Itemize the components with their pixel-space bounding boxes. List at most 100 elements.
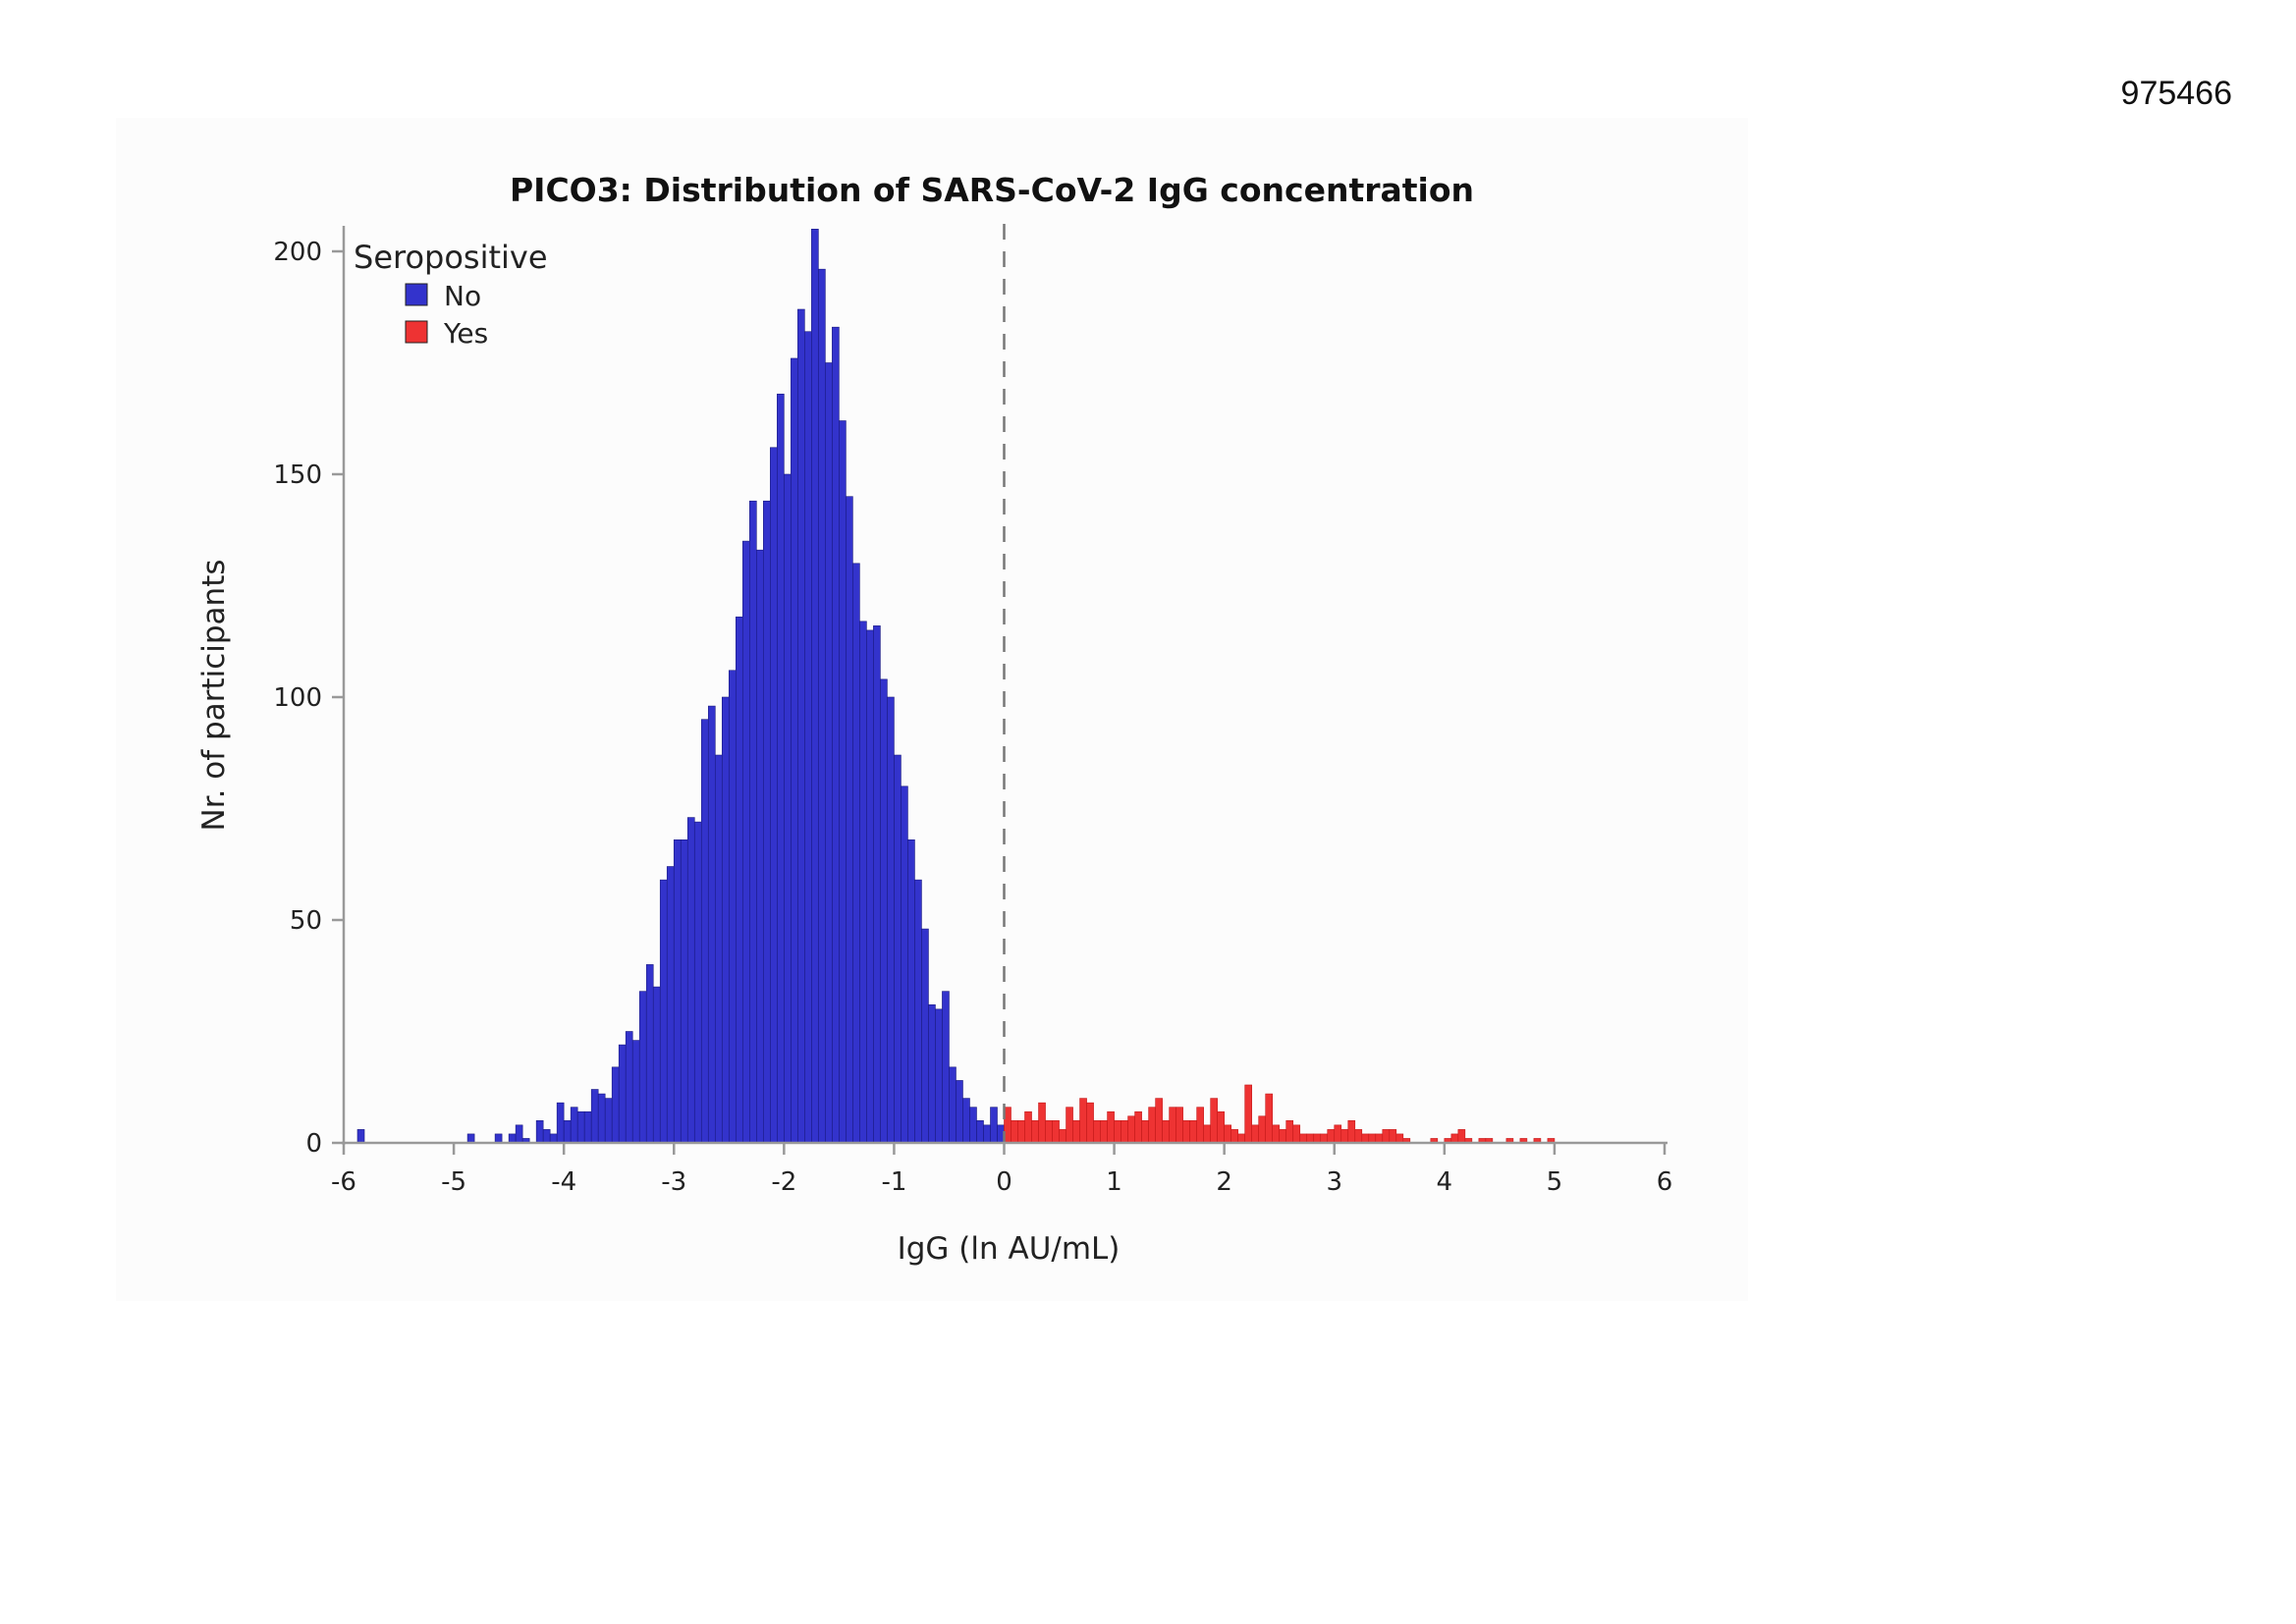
legend-label-no: No bbox=[444, 280, 481, 312]
bar-yes bbox=[1072, 1120, 1080, 1144]
bar-no bbox=[907, 839, 915, 1144]
bar-yes bbox=[1292, 1124, 1301, 1144]
x-tick-label: 5 bbox=[1547, 1167, 1563, 1197]
bar-no bbox=[983, 1124, 991, 1144]
bar-no bbox=[645, 964, 654, 1144]
bar-yes bbox=[1031, 1120, 1039, 1144]
bar-yes bbox=[1230, 1129, 1238, 1144]
x-tick-label: -1 bbox=[881, 1167, 906, 1197]
bar-yes bbox=[1237, 1133, 1245, 1144]
bar-no bbox=[604, 1098, 613, 1144]
bar-no bbox=[859, 621, 867, 1144]
x-tick-label: -2 bbox=[771, 1167, 796, 1197]
bar-no bbox=[714, 754, 723, 1144]
bar-no bbox=[673, 839, 682, 1144]
bar-no bbox=[962, 1098, 970, 1144]
bar-yes bbox=[1320, 1133, 1329, 1144]
bar-yes bbox=[1093, 1120, 1101, 1144]
bar-no bbox=[356, 1129, 365, 1144]
bar-no bbox=[887, 696, 895, 1144]
bar-no bbox=[969, 1107, 977, 1144]
bar-yes bbox=[1368, 1133, 1377, 1144]
bar-yes bbox=[1244, 1084, 1252, 1144]
bar-no bbox=[707, 705, 716, 1144]
bar-no bbox=[625, 1031, 633, 1144]
bar-no bbox=[880, 678, 888, 1144]
bar-yes bbox=[1251, 1124, 1259, 1144]
bar-no bbox=[576, 1110, 585, 1144]
bar-no bbox=[921, 928, 929, 1144]
bar-yes bbox=[1059, 1129, 1066, 1144]
bar-yes bbox=[1340, 1129, 1349, 1144]
x-tick-label: 6 bbox=[1657, 1167, 1673, 1197]
bar-no bbox=[935, 1008, 943, 1144]
bar-yes bbox=[1134, 1110, 1142, 1144]
bar-yes bbox=[1210, 1098, 1218, 1144]
bar-no bbox=[631, 1040, 640, 1144]
bar-yes bbox=[1169, 1107, 1176, 1144]
bar-yes bbox=[1066, 1107, 1073, 1144]
bar-yes bbox=[1203, 1124, 1211, 1144]
bar-no bbox=[494, 1133, 503, 1144]
bar-yes bbox=[1038, 1102, 1046, 1144]
bar-no bbox=[914, 879, 922, 1144]
bar-yes bbox=[1327, 1129, 1336, 1144]
bar-yes bbox=[1354, 1129, 1363, 1144]
x-tick-label: -4 bbox=[551, 1167, 576, 1197]
axes: -6 -5 -4 -3 -2 -1 0 1 2 3 4 5 6 0 50 100 150 200 bbox=[273, 224, 1672, 1197]
bar-no bbox=[852, 563, 860, 1144]
bar-no bbox=[928, 1003, 936, 1144]
bar-yes bbox=[1272, 1124, 1281, 1144]
bar-no bbox=[735, 616, 743, 1144]
bar-no bbox=[556, 1102, 565, 1144]
bar-no bbox=[542, 1129, 551, 1144]
bar-yes bbox=[1224, 1124, 1231, 1144]
bar-no bbox=[846, 496, 853, 1144]
bar-yes bbox=[1045, 1120, 1053, 1144]
bar-no bbox=[666, 866, 675, 1144]
x-tick-label: 0 bbox=[996, 1167, 1012, 1197]
x-axis-label: IgG (ln AU/mL) bbox=[898, 1231, 1121, 1267]
bar-no bbox=[652, 986, 661, 1144]
bar-no bbox=[990, 1107, 998, 1144]
chart-title: PICO3: Distribution of SARS-CoV-2 IgG co… bbox=[510, 171, 1474, 209]
bar-no bbox=[832, 326, 840, 1144]
bar-no bbox=[563, 1120, 572, 1144]
bar-yes bbox=[1196, 1107, 1204, 1144]
bar-yes bbox=[1024, 1110, 1032, 1144]
bar-no bbox=[818, 268, 826, 1144]
bar-yes bbox=[1121, 1120, 1128, 1144]
bar-no bbox=[618, 1044, 627, 1144]
bar-no bbox=[956, 1080, 963, 1144]
bar-no bbox=[583, 1110, 592, 1144]
bar-no bbox=[611, 1066, 620, 1144]
y-tick-label: 0 bbox=[305, 1129, 322, 1159]
bar-yes bbox=[1127, 1115, 1135, 1144]
y-tick-label: 100 bbox=[273, 683, 322, 713]
bar-yes bbox=[1162, 1120, 1170, 1144]
bar-no bbox=[680, 839, 688, 1144]
bar-yes bbox=[1182, 1120, 1190, 1144]
bar-no bbox=[770, 447, 778, 1144]
bar-no bbox=[825, 362, 833, 1144]
x-tick-label: -6 bbox=[331, 1167, 356, 1197]
bar-no bbox=[894, 754, 902, 1144]
bar-yes bbox=[1361, 1133, 1370, 1144]
x-tick-label: -3 bbox=[661, 1167, 686, 1197]
bar-yes bbox=[1382, 1129, 1391, 1144]
bar-yes bbox=[1375, 1133, 1384, 1144]
y-tick-label: 200 bbox=[273, 238, 322, 267]
legend-label-yes: Yes bbox=[443, 317, 488, 350]
x-tick-label: 3 bbox=[1326, 1167, 1342, 1197]
y-axis-label: Nr. of participants bbox=[196, 559, 232, 831]
bar-no bbox=[549, 1133, 558, 1144]
y-tick-label: 50 bbox=[290, 906, 322, 936]
bar-yes bbox=[1299, 1133, 1308, 1144]
bar-yes bbox=[1217, 1110, 1225, 1144]
bar-no bbox=[784, 473, 792, 1144]
bar-yes bbox=[1285, 1120, 1294, 1144]
x-tick-label: 2 bbox=[1216, 1167, 1232, 1197]
legend-swatch-no bbox=[405, 283, 428, 306]
bar-no bbox=[866, 629, 874, 1144]
